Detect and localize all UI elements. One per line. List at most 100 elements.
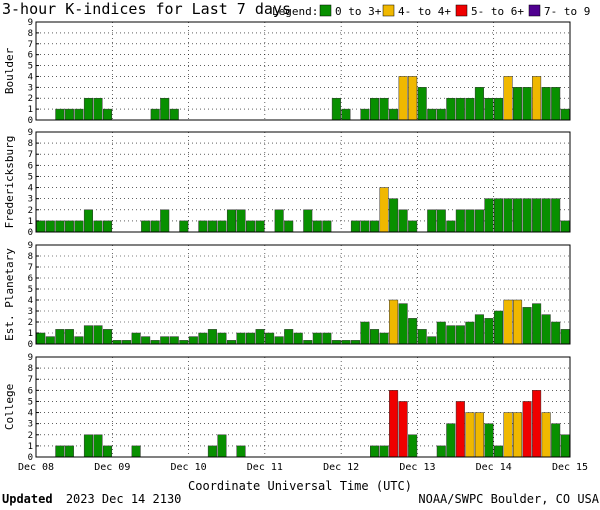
y-tick-label: 7 [28,150,33,160]
footer-updated-value: 2023 Dec 14 2130 [66,492,182,506]
bar-2-39 [408,318,418,345]
legend: Legend: 0 to 3+ 4- to 4+ 5- to 6+ 7- to 9 [272,4,590,18]
y-tick-label: 5 [28,172,33,182]
bar-1-28 [303,209,313,233]
bar-0-37 [389,108,399,121]
bar-2-3 [64,329,74,345]
bar-2-4 [74,336,84,345]
bar-3-50 [513,412,523,458]
bar-1-25 [274,209,284,233]
bar-2-30 [322,332,332,345]
bar-1-53 [541,198,551,233]
bar-3-3 [64,445,74,458]
panel-frame [35,21,571,121]
bar-1-11 [141,220,151,233]
bar-2-1 [45,336,55,345]
x-tick-label: Dec 11 [247,462,283,473]
legend-swatch-0 [319,4,332,17]
x-tick-labels: Dec 08 Dec 09 Dec 10 Dec 11 Dec 12 Dec 13 Dec … [18,462,588,473]
bar-0-32 [341,108,351,121]
y-tick-label: 6 [28,161,33,171]
y-tick-label: 4 [28,184,33,194]
x-tick-label: Dec 14 [476,462,512,473]
bar-0-50 [513,87,523,121]
y-tick-label: 0 [28,228,33,238]
y-tick-label: 2 [28,94,33,104]
bar-2-9 [122,340,132,345]
bar-0-7 [103,108,113,121]
bar-0-31 [331,97,341,121]
bar-1-3 [64,220,74,233]
bar-0-36 [379,97,389,121]
bar-3-18 [207,445,217,458]
bar-2-41 [427,336,437,345]
y-tick-label: 9 [28,353,33,363]
legend-entry-1: 4- to 4+ [398,5,451,18]
bar-1-13 [160,209,170,233]
chart-title: 3-hour K-indices for Last 7 days [2,0,291,18]
bar-3-47 [484,423,494,458]
y-tick-label: 4 [28,296,33,306]
bar-1-42 [436,209,446,233]
bar-3-10 [131,445,141,458]
panel-frame [35,131,571,233]
legend-label: Legend: [272,5,318,18]
y-tick-label: 5 [28,285,33,295]
bar-1-38 [398,209,408,233]
bar-0-39 [408,76,418,121]
bar-1-45 [465,209,475,233]
bar-2-11 [141,336,151,345]
bar-0-52 [532,76,542,121]
x-axis-label: Coordinate Universal Time (UTC) [188,479,412,493]
bar-1-48 [493,198,504,233]
bar-0-14 [169,108,179,121]
bar-2-52 [532,303,542,345]
y-tick-label: 0 [28,453,33,463]
bar-2-33 [350,340,360,345]
bar-0-3 [64,108,74,121]
bar-0-34 [360,108,370,121]
bar-3-19 [217,434,227,458]
legend-swatch-3 [528,4,541,17]
bar-1-12 [150,220,160,233]
bar-3-52 [532,390,542,458]
bar-3-21 [236,445,246,458]
bar-1-26 [284,220,294,233]
bar-3-39 [408,434,418,458]
bar-2-10 [131,332,141,345]
bar-2-14 [169,336,179,345]
x-tick-label: Dec 13 [399,462,435,473]
bar-3-49 [503,412,513,458]
bar-2-15 [179,340,189,345]
bar-3-35 [370,445,380,458]
y-tick-label: 9 [28,241,33,251]
bar-1-17 [198,220,208,233]
y-tick-label: 8 [28,364,33,374]
y-tick-label: 1 [28,442,33,452]
bar-3-45 [465,412,475,458]
bar-3-54 [551,423,561,458]
bar-2-28 [303,340,313,345]
x-tick-label: Dec 12 [323,462,359,473]
bar-1-47 [484,198,494,233]
bar-3-51 [522,401,532,458]
bar-1-7 [103,220,113,233]
y-tick-label: 6 [28,51,33,61]
bar-2-55 [560,329,570,345]
bar-0-13 [160,97,170,121]
legend-swatch-1 [382,4,395,17]
bar-1-0 [36,220,46,233]
y-tick-label: 8 [28,29,33,39]
bar-2-37 [389,299,399,345]
bar-2-35 [370,329,380,345]
bar-1-23 [255,220,265,233]
bar-0-48 [493,97,504,121]
bar-2-47 [484,318,494,345]
bar-2-32 [341,340,351,345]
y-tick-label: 2 [28,206,33,216]
panel-frame [35,244,571,345]
panel-label-0: Boulder [3,47,16,94]
bar-3-37 [389,390,399,458]
y-tick-label: 8 [28,252,33,262]
footer-updated: Updated 2023 Dec 14 2130 [2,492,181,506]
